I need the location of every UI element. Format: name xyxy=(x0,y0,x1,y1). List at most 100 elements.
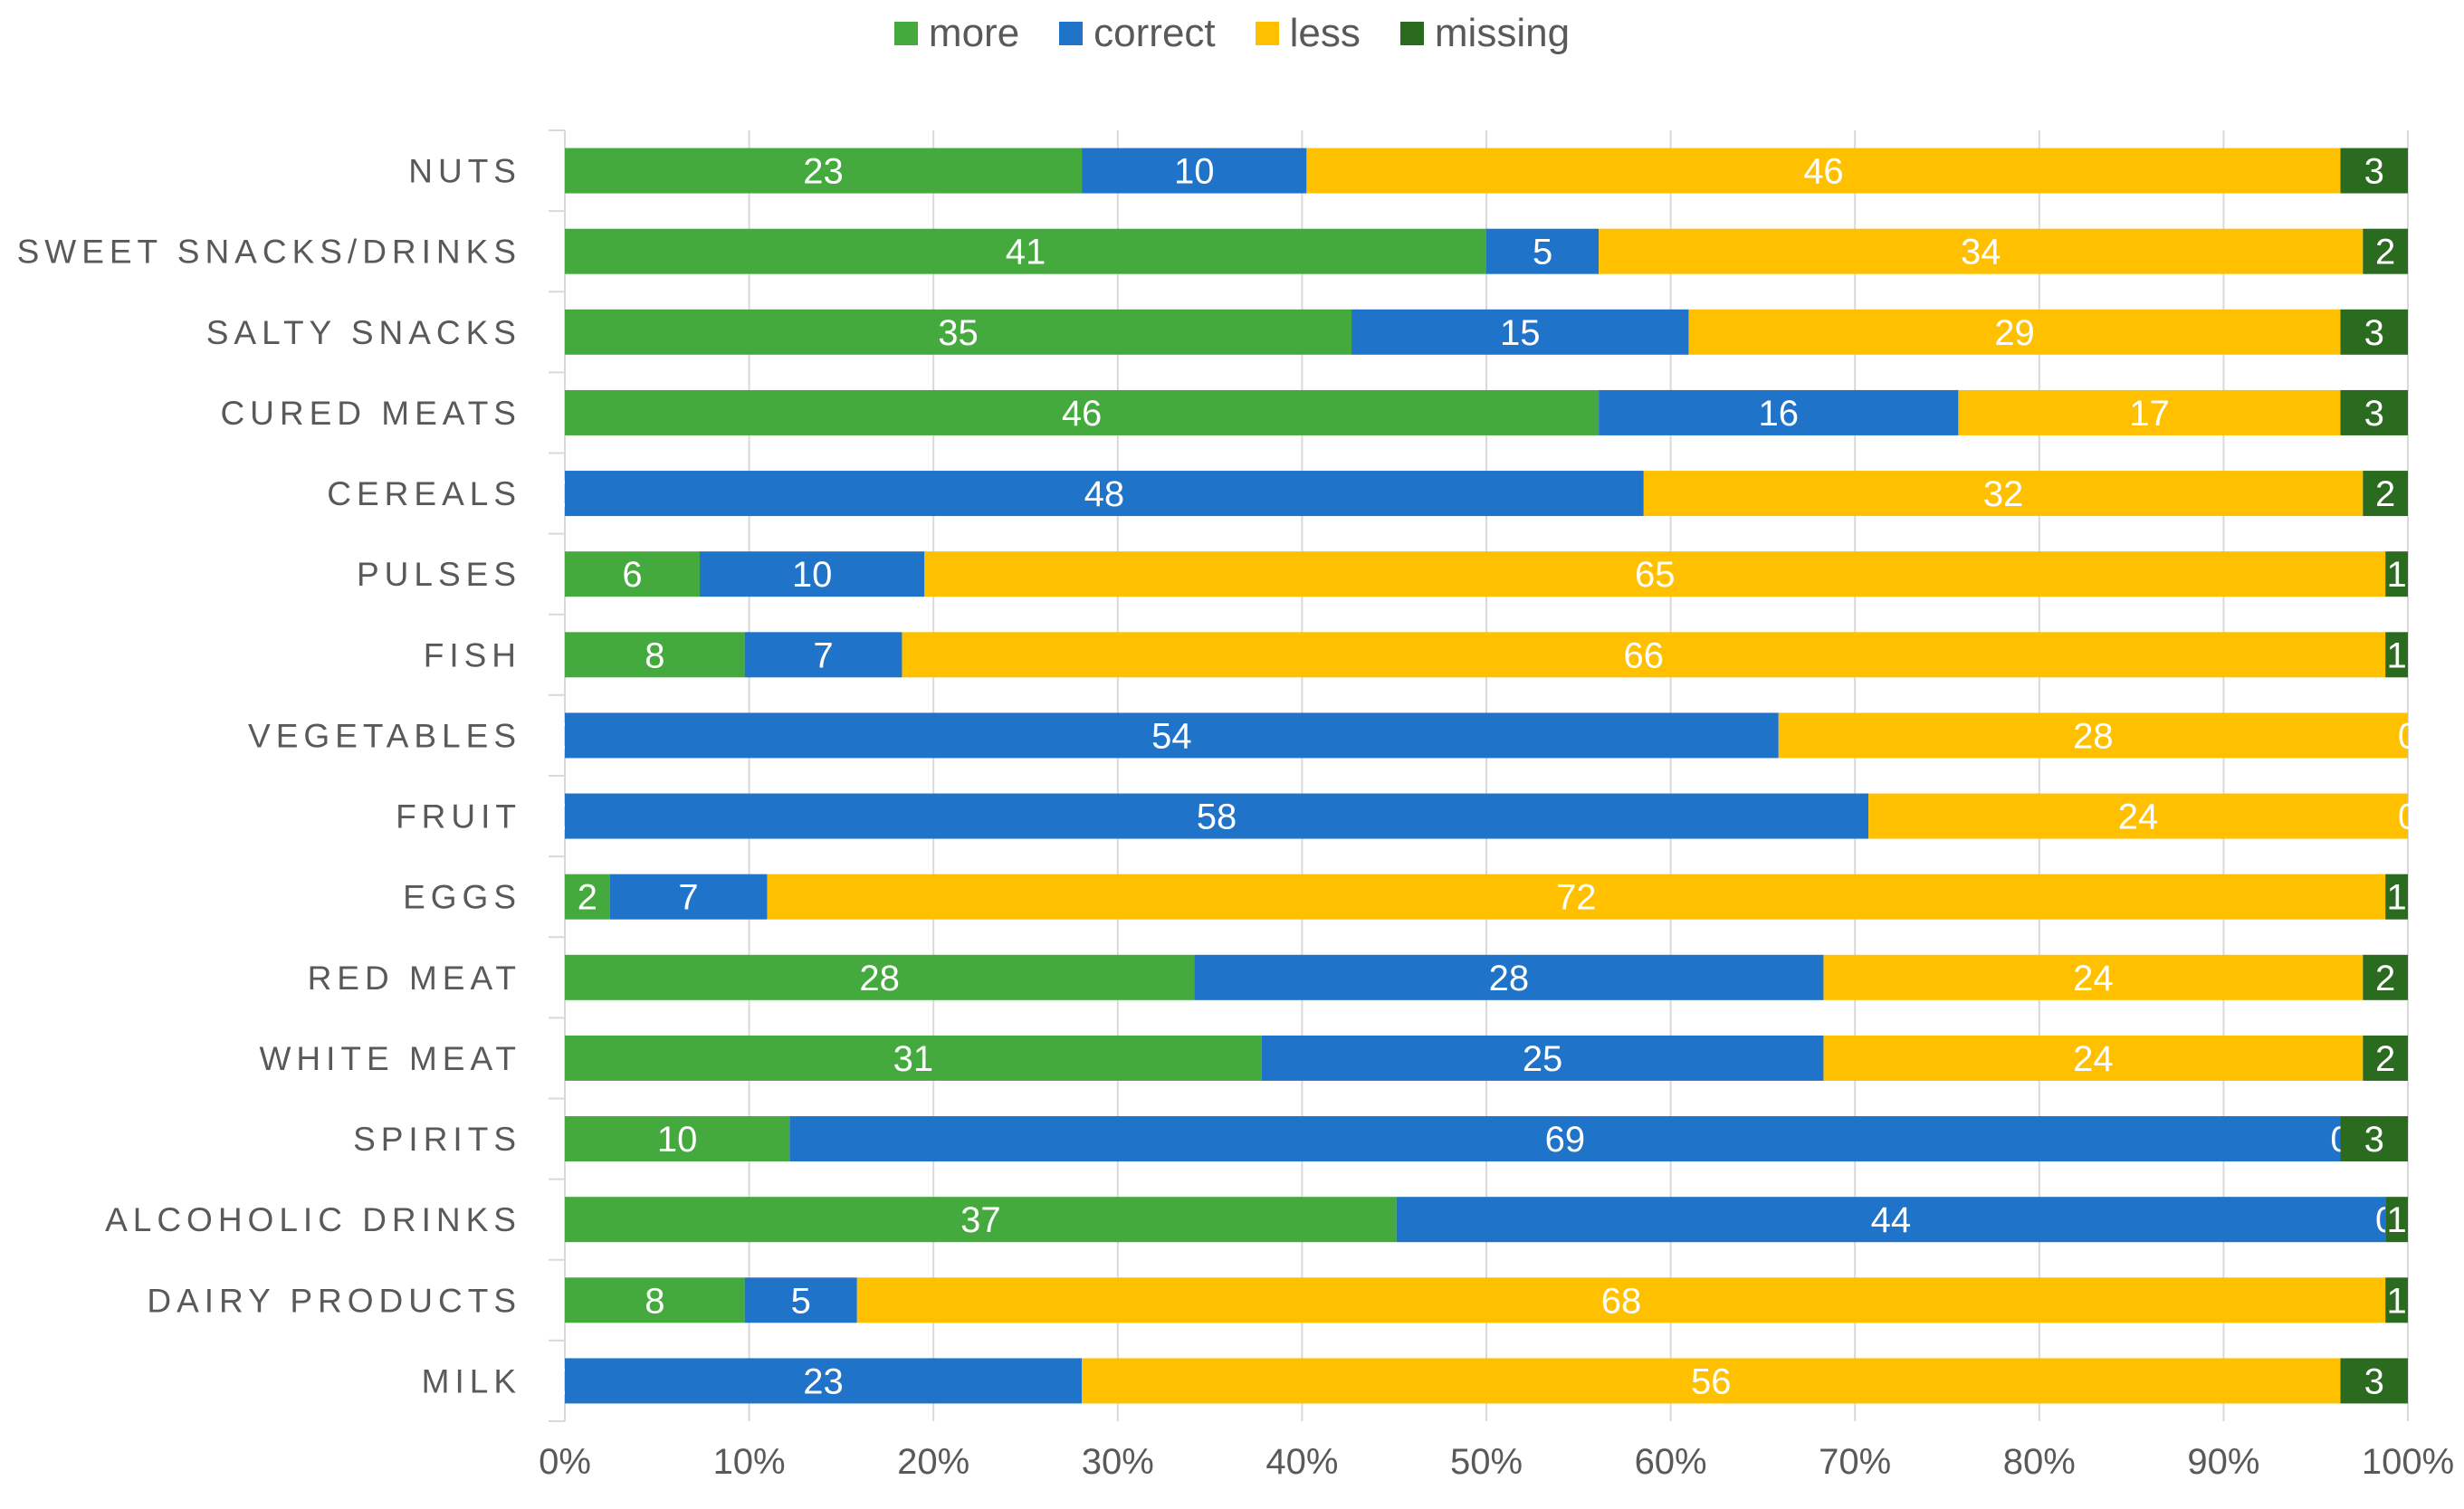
x-tick-label: 10% xyxy=(713,1442,786,1482)
bar-segment-missing xyxy=(2385,551,2408,597)
bar-segment-correct xyxy=(1351,309,1689,355)
category-label: EGGS xyxy=(403,879,521,916)
bar-segment-less xyxy=(1868,793,2408,839)
data-label-less: 29 xyxy=(1994,313,2035,353)
bar-segment-missing xyxy=(2340,309,2408,355)
legend-item-less[interactable]: less xyxy=(1255,11,1361,56)
data-label-correct: 54 xyxy=(1151,716,1192,756)
category-label: ALCOHOLIC DRINKS xyxy=(105,1201,521,1238)
bar-segment-missing xyxy=(2363,228,2408,274)
bar-segment-missing xyxy=(2340,148,2408,194)
data-label-missing: 0 xyxy=(2398,797,2418,837)
bar-segment-more xyxy=(565,632,745,678)
bar-segment-missing xyxy=(2363,954,2408,1000)
data-label-more: 37 xyxy=(960,1200,1001,1240)
bar-segment-less xyxy=(1778,712,2408,759)
x-tick-label: 100% xyxy=(2362,1442,2454,1482)
bar-segment-missing xyxy=(2385,1197,2408,1243)
data-label-correct: 44 xyxy=(1871,1200,1912,1240)
data-label-correct: 48 xyxy=(1084,474,1125,514)
category-label: DAIRY PRODUCTS xyxy=(147,1282,521,1319)
legend-label-more: more xyxy=(928,11,1020,55)
data-label-missing: 3 xyxy=(2364,394,2384,434)
legend-item-missing[interactable]: missing xyxy=(1399,11,1571,56)
bar-segment-correct xyxy=(1486,228,1600,274)
data-label-missing: 3 xyxy=(2364,152,2384,192)
legend-swatch-correct xyxy=(1059,22,1084,45)
data-label-more: 8 xyxy=(645,1281,664,1321)
bar-segment-more xyxy=(565,954,1195,1000)
bar-segment-more xyxy=(565,148,1083,194)
data-label-more: 6 xyxy=(622,555,642,595)
x-tick-label: 20% xyxy=(897,1442,969,1482)
bar-segment-correct xyxy=(565,712,1779,759)
category-label: SWEET SNACKS/DRINKS xyxy=(17,234,521,271)
bar-segment-more xyxy=(565,1116,790,1162)
category-label: PULSES xyxy=(357,556,521,593)
data-label-missing: 2 xyxy=(2375,474,2395,514)
data-label-less: 66 xyxy=(1624,635,1665,675)
legend-item-more[interactable]: more xyxy=(893,11,1020,56)
bar-segment-less xyxy=(1306,148,2341,194)
bar-segment-missing xyxy=(2340,389,2408,435)
x-tick-label: 50% xyxy=(1450,1442,1523,1482)
category-label: FISH xyxy=(424,636,521,673)
data-label-more: 41 xyxy=(1006,233,1046,272)
data-label-missing: 1 xyxy=(2386,878,2406,918)
data-label-less: 46 xyxy=(1803,152,1844,192)
data-label-correct: 28 xyxy=(1489,959,1530,998)
bar-segment-less xyxy=(856,1277,2386,1323)
x-tick-label: 60% xyxy=(1635,1442,1707,1482)
data-label-more: 8 xyxy=(645,635,664,675)
data-label-less: 24 xyxy=(2073,1039,2114,1079)
data-label-correct: 23 xyxy=(803,1361,844,1401)
data-label-less: 65 xyxy=(1635,555,1676,595)
data-label-correct: 10 xyxy=(1174,152,1215,192)
data-label-less: 34 xyxy=(1961,233,2001,272)
data-label-correct: 5 xyxy=(791,1281,811,1321)
data-label-less: 24 xyxy=(2118,797,2159,837)
bar-segment-correct xyxy=(565,471,1644,517)
x-tick-label: 40% xyxy=(1265,1442,1338,1482)
bar-segment-correct xyxy=(1194,954,1824,1000)
bar-segment-missing xyxy=(2385,1277,2408,1323)
bar-segment-missing xyxy=(2385,874,2408,920)
data-label-missing: 3 xyxy=(2364,1361,2384,1401)
bar-segment-correct xyxy=(1261,1035,1824,1081)
bar-segment-correct xyxy=(1599,389,1959,435)
bar-segment-missing xyxy=(2340,1358,2408,1404)
bar-segment-less xyxy=(1823,954,2364,1000)
bar-segment-missing xyxy=(2363,1035,2408,1081)
data-label-less: 56 xyxy=(1691,1361,1732,1401)
bar-segment-correct xyxy=(744,1277,857,1323)
category-label: SPIRITS xyxy=(353,1121,521,1158)
bar-segment-more xyxy=(565,551,700,597)
x-tick-label: 0% xyxy=(539,1442,591,1482)
x-tick-label: 70% xyxy=(1819,1442,1891,1482)
legend-swatch-less xyxy=(1255,22,1279,45)
legend-item-correct[interactable]: correct xyxy=(1059,11,1216,56)
bar-segment-missing xyxy=(2340,1116,2408,1162)
bar-segment-more xyxy=(565,309,1352,355)
data-label-more: 2 xyxy=(578,878,597,918)
bar-segment-missing xyxy=(2385,632,2408,678)
bar-segment-less xyxy=(1599,228,2364,274)
bar-segment-less xyxy=(1823,1035,2364,1081)
bar-segment-correct xyxy=(1396,1197,2386,1243)
data-label-missing: 0 xyxy=(2398,716,2418,756)
data-label-correct: 16 xyxy=(1759,394,1800,434)
legend-label-missing: missing xyxy=(1434,11,1571,55)
bar-segment-less xyxy=(767,874,2386,920)
category-label: FRUIT xyxy=(396,798,521,836)
legend-swatch-more xyxy=(893,22,918,45)
data-label-less: 72 xyxy=(1556,878,1597,918)
category-label: NUTS xyxy=(408,153,521,190)
category-label: RED MEAT xyxy=(308,960,521,997)
x-tick-label: 30% xyxy=(1082,1442,1154,1482)
legend-label-less: less xyxy=(1289,11,1361,55)
legend: more correct less missing xyxy=(0,11,2464,56)
data-label-less: 68 xyxy=(1601,1281,1642,1321)
data-label-missing: 2 xyxy=(2375,1039,2395,1079)
legend-swatch-missing xyxy=(1399,22,1424,45)
